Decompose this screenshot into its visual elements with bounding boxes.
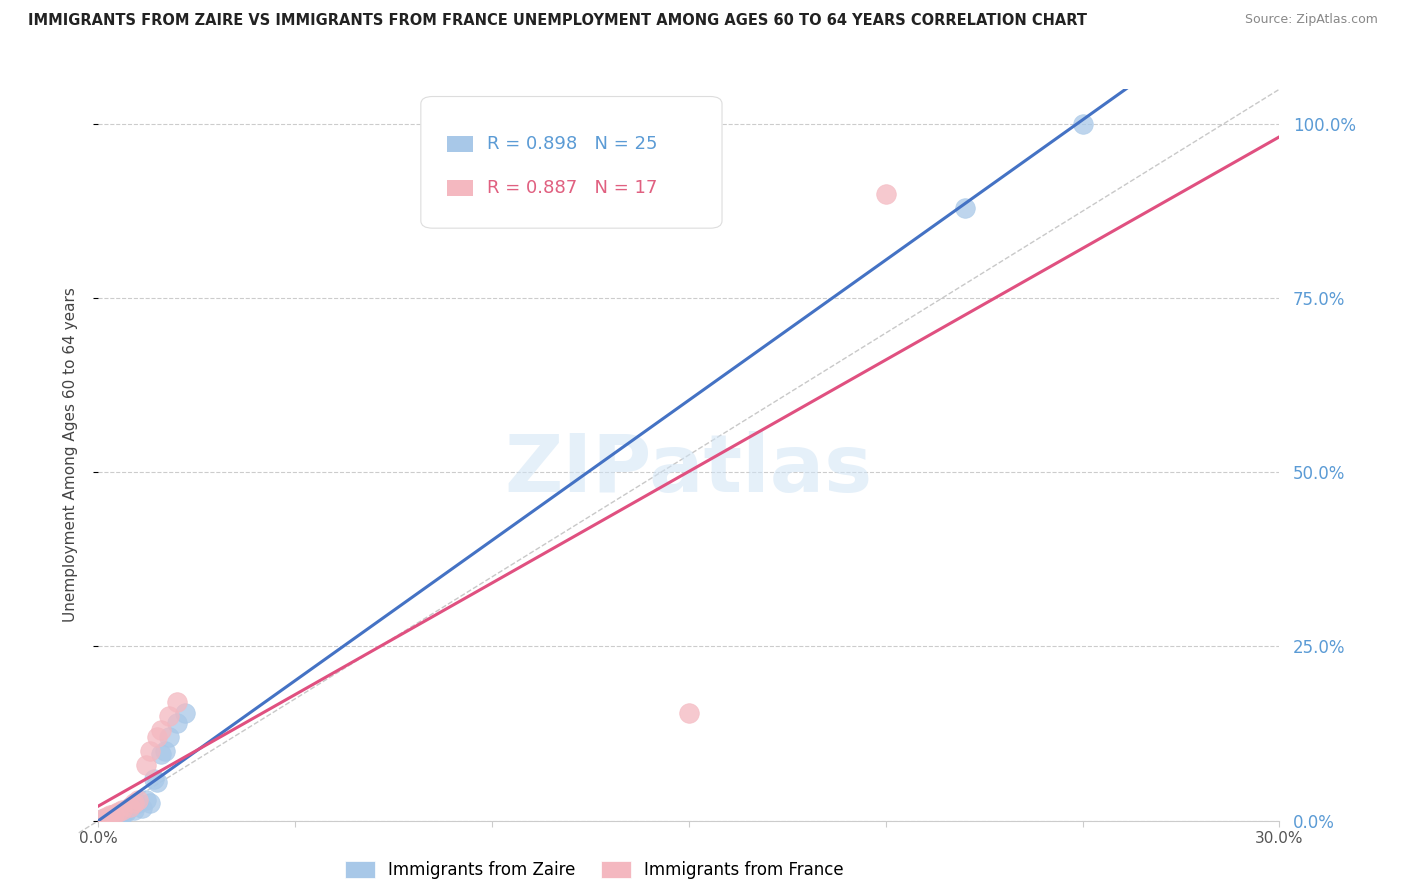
Point [96,812,118,826]
Point [157,730,180,744]
Point [91,812,114,826]
Point [142,772,165,786]
FancyBboxPatch shape [420,96,723,228]
Text: ZIPatlas: ZIPatlas [505,431,873,508]
Point [115,803,138,817]
Point [146,730,169,744]
Point [953,201,976,215]
Point [96,810,118,824]
Point [135,793,157,807]
Point [1071,117,1094,131]
Text: IMMIGRANTS FROM ZAIRE VS IMMIGRANTS FROM FRANCE UNEMPLOYMENT AMONG AGES 60 TO 64: IMMIGRANTS FROM ZAIRE VS IMMIGRANTS FROM… [28,13,1087,29]
Point [155,744,177,758]
Point [111,808,134,822]
Point [135,758,157,772]
Point [174,706,197,720]
Point [875,186,897,201]
Point [91,812,114,826]
Point [150,723,173,737]
Point [150,747,173,762]
Point [122,796,145,810]
Point [107,809,129,823]
Point [115,805,138,820]
Point [98,808,121,822]
Point [166,695,188,709]
Point [118,799,141,814]
Text: Source: ZipAtlas.com: Source: ZipAtlas.com [1244,13,1378,27]
Point [98,810,121,824]
Point [107,805,129,820]
Point [118,799,141,814]
Point [157,709,180,723]
Point [166,716,188,731]
Y-axis label: Unemployment Among Ages 60 to 64 years: Unemployment Among Ages 60 to 64 years [63,287,77,623]
Point [138,796,160,810]
Point [127,793,149,807]
Point [103,810,125,824]
Text: R = 0.898   N = 25: R = 0.898 N = 25 [486,135,658,153]
Point [122,803,145,817]
Point [103,806,125,821]
Point [111,803,134,817]
FancyBboxPatch shape [447,180,472,196]
Point [138,744,160,758]
Text: R = 0.887   N = 17: R = 0.887 N = 17 [486,179,658,197]
FancyBboxPatch shape [447,136,472,153]
Point [107,806,129,821]
Legend: Immigrants from Zaire, Immigrants from France: Immigrants from Zaire, Immigrants from F… [339,854,851,886]
Point [103,808,125,822]
Point [131,801,153,815]
Point [146,775,169,789]
Point [678,706,700,720]
Point [127,796,149,810]
